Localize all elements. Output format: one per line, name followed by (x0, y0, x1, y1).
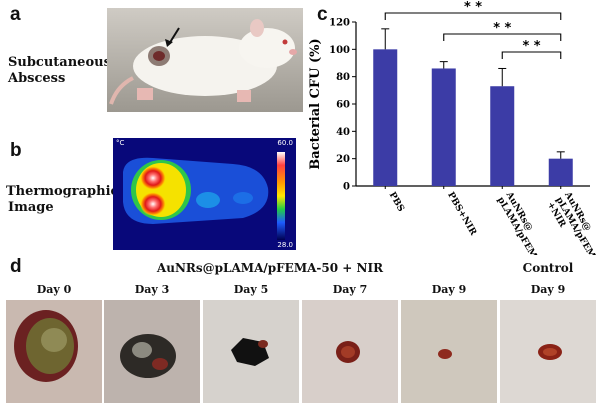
panel-a-label-line2: Abscess (8, 71, 66, 86)
significance-label: * * (493, 21, 511, 36)
significance-label: * * (522, 39, 540, 54)
y-tick-label: 60 (336, 100, 350, 111)
day-label: Day 0 (36, 283, 72, 296)
bar-chart: 0 20 40 60 80 100 120 Bacterial CFU (%) PBS PBS+N… (308, 0, 600, 255)
y-tick-label: 40 (336, 127, 350, 138)
control-group-title: Control (522, 261, 574, 275)
panel-a-label: Subcutaneous Abscess (8, 55, 111, 87)
wound-photo-day5 (203, 300, 299, 403)
y-tick-label: 120 (329, 18, 350, 29)
day-label: Day 7 (332, 283, 368, 296)
day-label: Day 9 (530, 283, 566, 296)
bar (431, 68, 456, 186)
panel-b-label-line1: Thermographic (6, 184, 119, 199)
x-tick-label-line: PBS (387, 191, 406, 214)
colorbar-unit: °C (116, 139, 125, 147)
wound-photo-day9 (401, 300, 497, 403)
panel-a-label-line1: Subcutaneous (8, 55, 111, 70)
significance-bracket (501, 51, 562, 59)
y-tick-label: 80 (336, 72, 350, 83)
significance-bracket (443, 33, 562, 41)
wound-photo-day0 (6, 300, 102, 403)
wound-photo-day3 (104, 300, 200, 403)
thermal-image: °C 60.0 28.0 (113, 138, 296, 250)
day-label: Day 3 (134, 283, 170, 296)
panel-a-letter: a (10, 4, 21, 25)
x-tick-label: PBS (387, 191, 406, 214)
x-tick-label: AuNRs@pLAMA/pFEMA-50+NIR (544, 190, 600, 255)
significance-label: * * (464, 0, 482, 15)
panel-c-letter: c (317, 4, 328, 25)
bar (373, 49, 398, 187)
y-axis-label: Bacterial CFU (%) (308, 38, 323, 169)
significance-bracket (384, 12, 562, 20)
panel-b-label: Thermographic Image (6, 184, 118, 216)
day-label: Day 9 (431, 283, 467, 296)
mouse-photo (107, 8, 303, 112)
y-tick-label: 100 (329, 45, 350, 56)
treatment-group-title: AuNRs@pLAMA/pFEMA-50 + NIR (156, 261, 384, 275)
wound-photo-day7 (302, 300, 398, 403)
colorbar-min: 28.0 (277, 241, 293, 249)
bar (548, 158, 573, 186)
x-tick-label-line: PBS+NIR (445, 191, 478, 238)
panel-d-letter: d (10, 256, 22, 277)
colorbar-max: 60.0 (277, 139, 293, 147)
panel-b-letter: b (10, 140, 22, 161)
day-label: Day 5 (233, 283, 269, 296)
x-tick-label: AuNRs@pLAMA/pFEMA-50 (494, 190, 558, 255)
y-tick-label: 0 (343, 182, 350, 193)
wound-photo-control-day9 (500, 300, 596, 403)
panel-b-label-line2: Image (8, 200, 54, 215)
x-tick-label: PBS+NIR (445, 191, 478, 238)
y-tick-label: 20 (336, 154, 350, 165)
bar (490, 86, 515, 186)
